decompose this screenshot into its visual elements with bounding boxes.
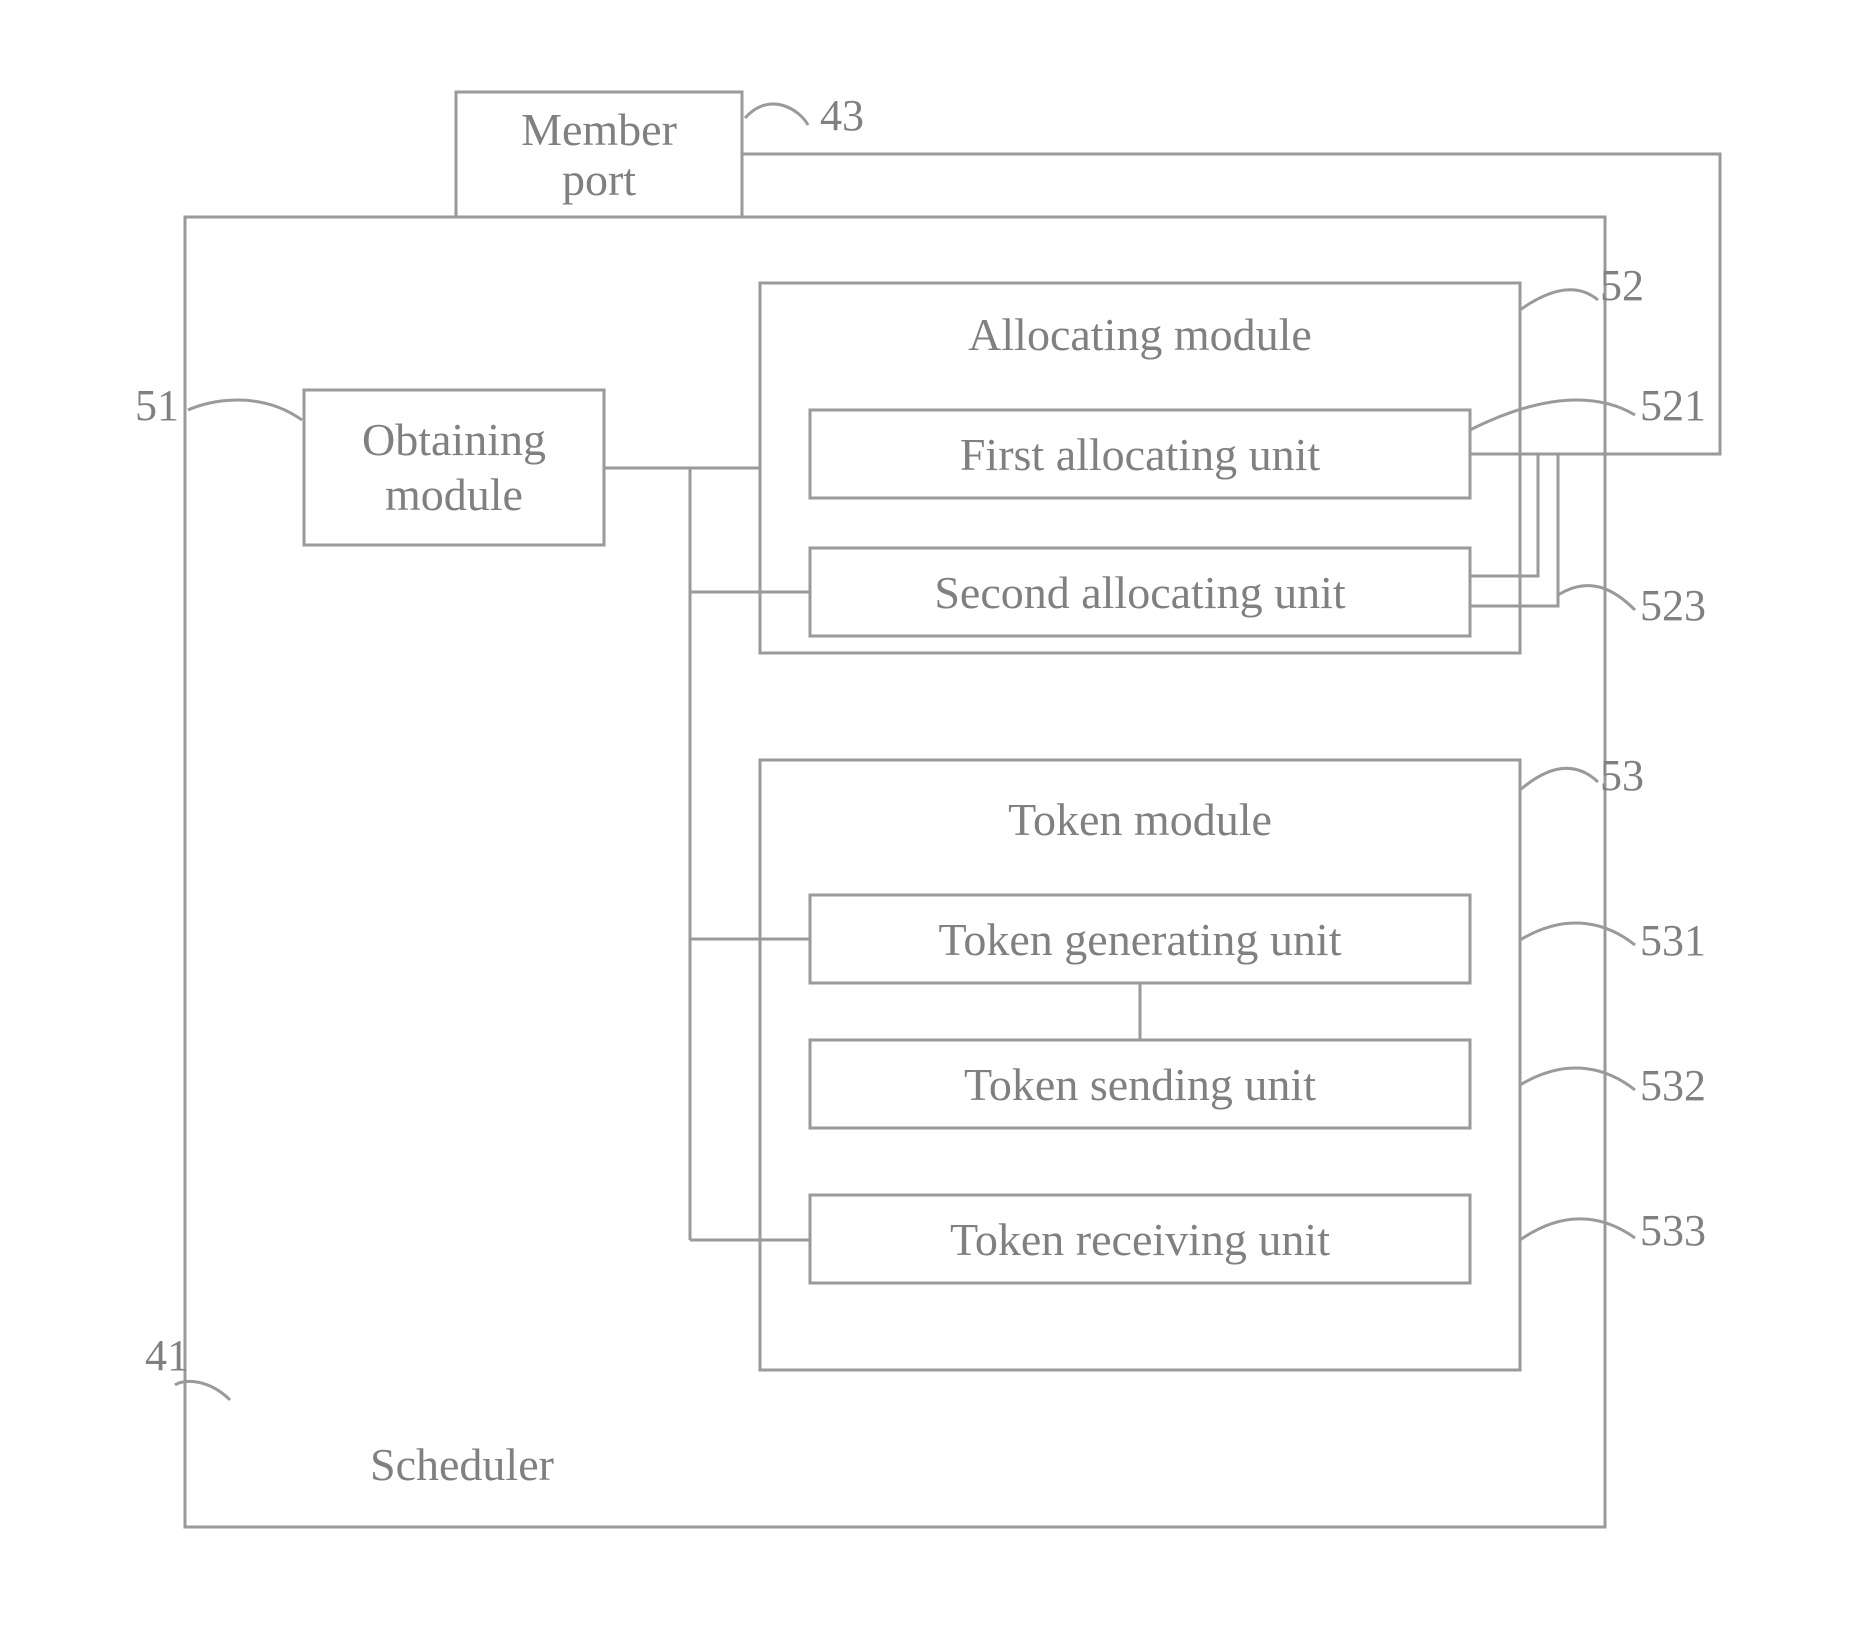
obtaining-module-label-l2: module: [385, 469, 523, 520]
second-allocating-unit-label: Second allocating unit: [934, 567, 1346, 618]
token-module-label: Token module: [1008, 794, 1272, 845]
allocating-module-label: Allocating module: [968, 309, 1312, 360]
num-533: 533: [1640, 1206, 1706, 1255]
scheduler-label: Scheduler: [370, 1439, 554, 1490]
num-41: 41: [145, 1331, 189, 1380]
leader-43: [745, 104, 808, 125]
obtaining-module-label-l1: Obtaining: [362, 414, 546, 465]
num-521: 521: [1640, 381, 1706, 430]
num-523: 523: [1640, 581, 1706, 630]
num-532: 532: [1640, 1061, 1706, 1110]
num-51: 51: [135, 381, 179, 430]
token-generating-unit-label: Token generating unit: [939, 914, 1342, 965]
first-allocating-unit-label: First allocating unit: [960, 429, 1321, 480]
num-531: 531: [1640, 916, 1706, 965]
num-53: 53: [1600, 751, 1644, 800]
token-receiving-unit-label: Token receiving unit: [950, 1214, 1330, 1265]
member-port-label-l1: Member: [521, 104, 677, 155]
num-52: 52: [1600, 261, 1644, 310]
token-sending-unit-label: Token sending unit: [964, 1059, 1316, 1110]
member-port-label-l2: port: [562, 154, 636, 205]
num-43: 43: [820, 91, 864, 140]
